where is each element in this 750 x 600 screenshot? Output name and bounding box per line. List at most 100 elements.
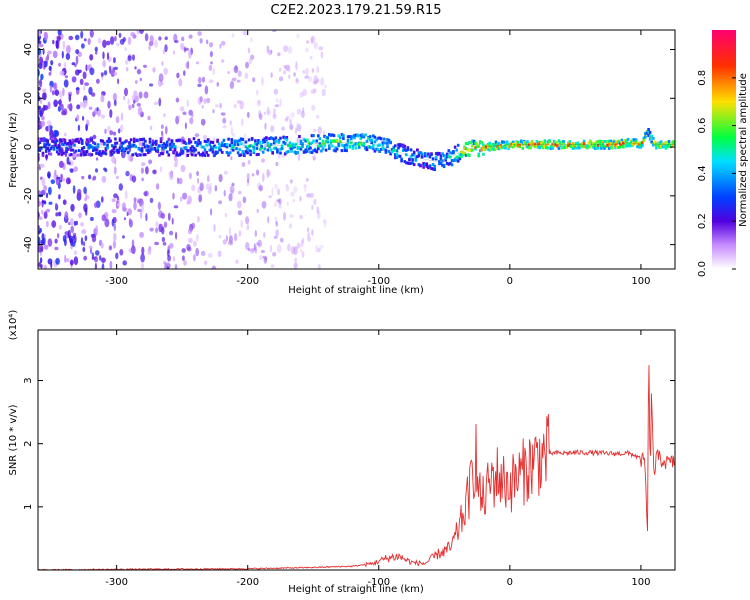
spectrogram-ridge-cell [551, 146, 554, 150]
spectrogram-noise-cell [322, 218, 327, 224]
spectrogram-ridge-cell [468, 153, 471, 157]
spectrogram-noise-cell [113, 193, 118, 199]
snr-series-line [38, 365, 675, 570]
spectrogram-ridge-cell [386, 145, 389, 149]
spectrogram-ridge-cell [590, 142, 594, 146]
spectrogram-ridge-cell [483, 144, 487, 148]
spectrogram-noise-cell [241, 162, 246, 167]
spectrogram-ridge-cell [468, 141, 471, 144]
spectrogram-noise-cell [231, 182, 235, 187]
spectrogram-noise-cell [95, 250, 100, 256]
spectrogram-ridge-cell [395, 149, 399, 153]
spectrogram-noise-cell [90, 216, 94, 222]
spectrogram-ridge-cell [628, 142, 631, 146]
spectrogram-ridge-cell [255, 146, 259, 150]
spectrogram-ridge-cell [216, 138, 219, 142]
snr-plot-area [38, 330, 675, 570]
spectrogram-noise-cell [101, 214, 106, 222]
spectrogram-noise-cell [164, 36, 168, 41]
spectrogram-noise-cell [132, 54, 135, 61]
spectrogram-ridge-cell [88, 145, 92, 149]
spectrogram-noise-cell [278, 67, 282, 72]
spectrogram-noise-cell [197, 83, 202, 88]
spectrogram-noise-cell [293, 246, 298, 256]
spectrogram-noise-cell [188, 49, 192, 59]
spectrogram-ridge-cell [658, 141, 661, 145]
spectrogram-noise-cell [65, 177, 71, 185]
spectrogram-noise-cell [82, 71, 87, 80]
spectrogram-ridge-cell [661, 145, 664, 149]
spectrogram-ridge-cell [502, 145, 506, 149]
spectrogram-ridge-cell [155, 139, 158, 143]
spectrogram-noise-cell [256, 101, 262, 107]
spectrogram-ridge-cell [576, 141, 580, 145]
spectrogram-ridge-cell [530, 139, 534, 143]
spectrogram-ridge-cell [438, 160, 441, 164]
spectrogram-noise-cell [266, 110, 271, 116]
spectrogram-ridge-cell [515, 140, 518, 144]
spectrogram-ridge-cell [639, 145, 642, 149]
spectrogram-ridge-cell [85, 143, 89, 147]
spectrogram-x-tick-label: 0 [507, 276, 513, 287]
spectrogram-noise-cell [75, 49, 80, 55]
spectrogram-ridge-cell [164, 145, 167, 149]
spectrogram-noise-cell [285, 116, 290, 120]
spectrogram-noise-cell [57, 233, 60, 239]
spectrogram-noise-cell [88, 245, 93, 250]
spectrogram-noise-cell [324, 84, 327, 89]
spectrogram-ridge-cell [139, 153, 142, 157]
spectrogram-noise-cell [167, 212, 171, 221]
spectrogram-ridge-cell [299, 139, 303, 143]
spectrogram-ridge-cell [73, 143, 76, 147]
spectrogram-noise-cell [246, 225, 250, 231]
spectrogram-noise-cell [218, 200, 223, 205]
spectrogram-ridge-cell [667, 140, 671, 143]
spectrogram-ridge-cell [197, 138, 200, 142]
spectrogram-ridge-cell [529, 146, 532, 150]
spectrogram-noise-cell [224, 170, 228, 175]
spectrogram-ridge-cell [232, 144, 235, 148]
spectrogram-ridge-cell [272, 146, 276, 150]
spectrogram-ridge-cell [633, 142, 636, 146]
spectrogram-noise-cell [61, 110, 67, 116]
spectrogram-ridge-cell [375, 138, 378, 142]
spectrogram-noise-cell [188, 172, 192, 180]
spectrogram-ridge-cell [258, 147, 262, 151]
spectrogram-ridge-cell [370, 146, 373, 150]
spectrogram-noise-cell [251, 247, 257, 252]
spectrogram-ridge-cell [464, 142, 468, 145]
spectrogram-ridge-cell [112, 150, 116, 154]
spectrogram-ridge-cell [106, 146, 109, 150]
spectrogram-noise-cell [109, 260, 113, 269]
spectrogram-ridge-cell [409, 161, 413, 165]
spectrogram-ridge-cell [354, 142, 358, 146]
spectrogram-noise-cell [263, 258, 267, 264]
spectrogram-ridge-cell [527, 146, 531, 150]
spectrogram-noise-cell [247, 247, 251, 252]
spectrogram-noise-cell [140, 167, 144, 174]
spectrogram-ridge-cell [60, 153, 64, 157]
spectrogram-noise-cell [53, 99, 58, 108]
spectrogram-noise-cell [199, 38, 203, 44]
spectrogram-ridge-cell [348, 145, 351, 149]
spectrogram-ridge-cell [206, 153, 210, 157]
spectrogram-noise-cell [311, 229, 314, 236]
spectrogram-ridge-cell [249, 144, 252, 148]
spectrogram-ridge-cell [263, 137, 267, 141]
spectrogram-noise-cell [179, 196, 183, 202]
spectrogram-ridge-cell [574, 146, 578, 150]
spectrogram-ridge-cell [422, 162, 425, 165]
spectrogram-noise-cell [235, 259, 239, 264]
spectrogram-noise-cell [38, 190, 42, 195]
spectrogram-noise-cell [40, 120, 46, 127]
spectrogram-ridge-cell [92, 149, 95, 152]
spectrogram-ridge-cell [582, 139, 586, 143]
spectrogram-ridge-cell [287, 150, 290, 154]
spectrogram-ridge-cell [623, 138, 627, 142]
spectrogram-ridge-cell [277, 139, 281, 143]
spectrogram-ridge-cell [265, 138, 268, 142]
spectrogram-ridge-cell [114, 141, 117, 145]
spectrogram-noise-cell [275, 161, 279, 167]
spectrogram-ridge-cell [343, 149, 347, 152]
spectrogram-ridge-cell [521, 142, 524, 146]
